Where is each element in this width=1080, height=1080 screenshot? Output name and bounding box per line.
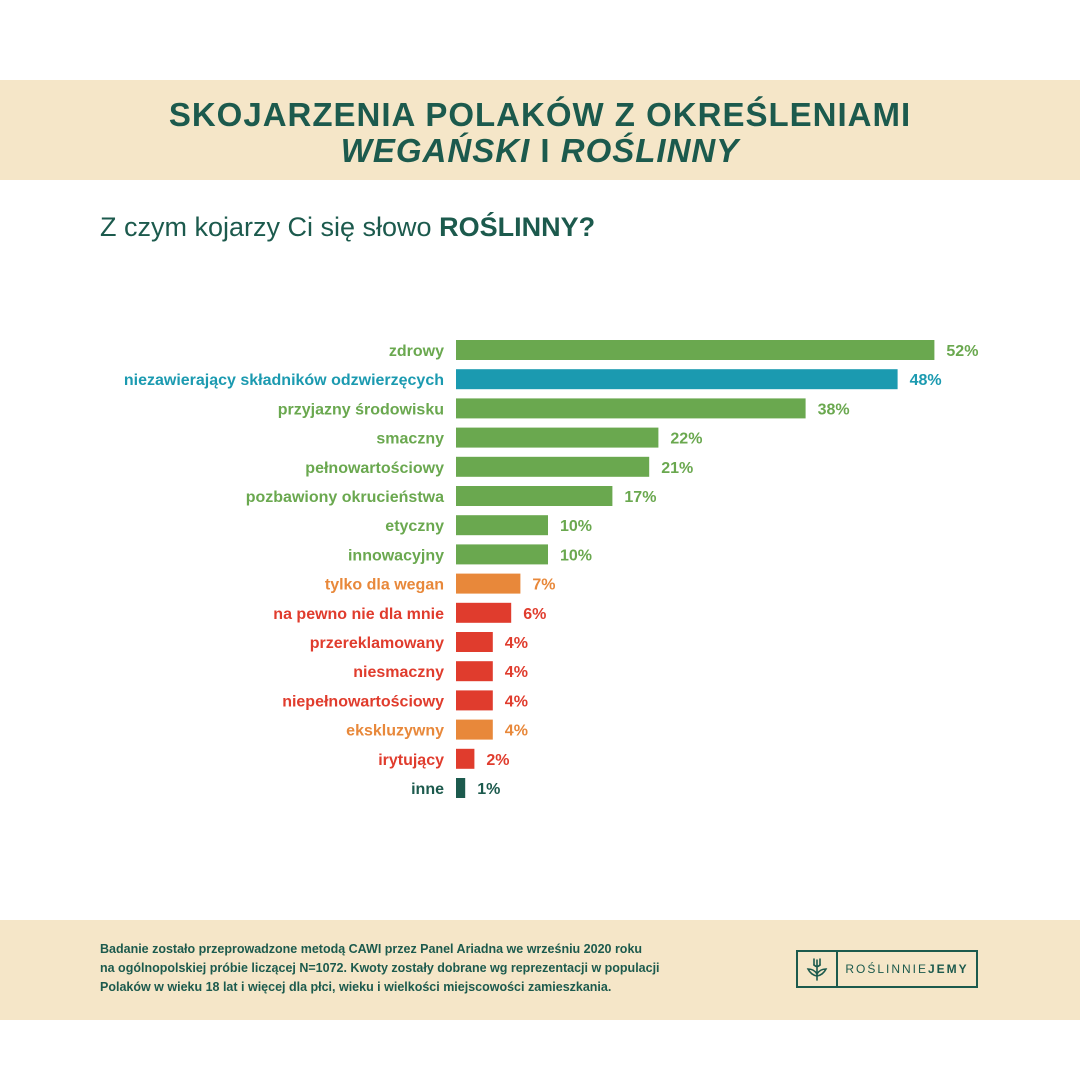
question-prefix: Z czym kojarzy Ci się słowo <box>100 212 432 242</box>
value-label: 4% <box>505 664 528 681</box>
title-conjunction: I <box>540 132 551 169</box>
bar <box>456 602 512 623</box>
category-label: pozbawiony okrucieństwa <box>246 489 444 506</box>
value-label: 38% <box>818 401 850 418</box>
bar <box>456 544 548 565</box>
category-label: przyjazny środowisku <box>278 401 444 418</box>
category-label: smaczny <box>376 431 444 448</box>
category-label: niepełnowartościowy <box>282 693 444 710</box>
category-label: tylko dla wegan <box>325 577 444 594</box>
brand-name-part-1: ROŚLINNIE <box>845 962 928 976</box>
bar <box>456 398 806 419</box>
title-line-2: WEGAŃSKI I ROŚLINNY <box>0 132 1080 170</box>
category-label: innowacyjny <box>348 547 444 564</box>
category-label: niezawierający składników odzwierzęcych <box>124 372 444 389</box>
value-label: 4% <box>505 635 528 652</box>
survey-note-line-3: Polaków w wieku 18 lat i więcej dla płci… <box>100 980 612 994</box>
category-label: zdrowy <box>389 343 444 360</box>
category-label: etyczny <box>385 518 444 535</box>
value-label: 21% <box>661 460 693 477</box>
category-label: ekskluzywny <box>346 723 444 740</box>
brand-name-part-2: JEMY <box>928 962 969 976</box>
question-keyword: ROŚLINNY? <box>439 212 596 242</box>
value-label: 2% <box>486 752 509 769</box>
value-label: 1% <box>477 781 500 798</box>
brand-name: ROŚLINNIEJEMY <box>838 962 976 976</box>
value-label: 22% <box>670 431 702 448</box>
value-label: 48% <box>910 372 942 389</box>
category-label: pełnowartościowy <box>305 460 444 477</box>
title-word-roslinny: ROŚLINNY <box>560 132 740 169</box>
survey-note: Badanie zostało przeprowadzone metodą CA… <box>100 940 740 997</box>
value-label: 17% <box>624 489 656 506</box>
bar <box>456 486 613 506</box>
header-banner: SKOJARZENIA POLAKÓW Z OKREŚLENIAMI WEGAŃ… <box>0 80 1080 180</box>
bar <box>456 690 493 711</box>
bar <box>456 719 493 740</box>
bar <box>456 369 898 390</box>
value-label: 10% <box>560 518 592 535</box>
plant-fork-icon <box>798 952 838 986</box>
chart-question: Z czym kojarzy Ci się słowo ROŚLINNY? <box>100 212 595 243</box>
bar <box>456 456 650 477</box>
brand-logo: ROŚLINNIEJEMY <box>796 950 978 988</box>
bar <box>456 632 493 652</box>
value-label: 4% <box>505 723 528 740</box>
bar <box>456 340 935 360</box>
bar <box>456 515 548 536</box>
bar-chart: zdrowy 52% niezawierający składników odzwi… <box>124 340 978 798</box>
category-label: na pewno nie dla mnie <box>273 606 444 623</box>
value-label: 52% <box>946 343 978 360</box>
survey-note-line-1: Badanie zostało przeprowadzone metodą CA… <box>100 942 643 956</box>
bar <box>456 427 659 448</box>
title-line-1: SKOJARZENIA POLAKÓW Z OKREŚLENIAMI <box>168 96 912 133</box>
footer-banner: Badanie zostało przeprowadzone metodą CA… <box>0 920 1080 1020</box>
bar <box>456 661 493 682</box>
value-label: 4% <box>505 693 528 710</box>
bar <box>456 748 475 769</box>
value-label: 10% <box>560 547 592 564</box>
category-label: inne <box>411 781 444 798</box>
title-word-weganski: WEGAŃSKI <box>340 132 531 169</box>
bar <box>456 778 466 798</box>
value-label: 6% <box>523 606 546 623</box>
survey-note-line-2: na ogólnopolskiej próbie liczącej N=1072… <box>100 961 660 975</box>
category-label: irytujący <box>378 752 444 769</box>
bar <box>456 573 521 594</box>
category-label: niesmaczny <box>353 664 444 681</box>
category-label: przereklamowany <box>310 635 444 652</box>
value-label: 7% <box>532 577 555 594</box>
